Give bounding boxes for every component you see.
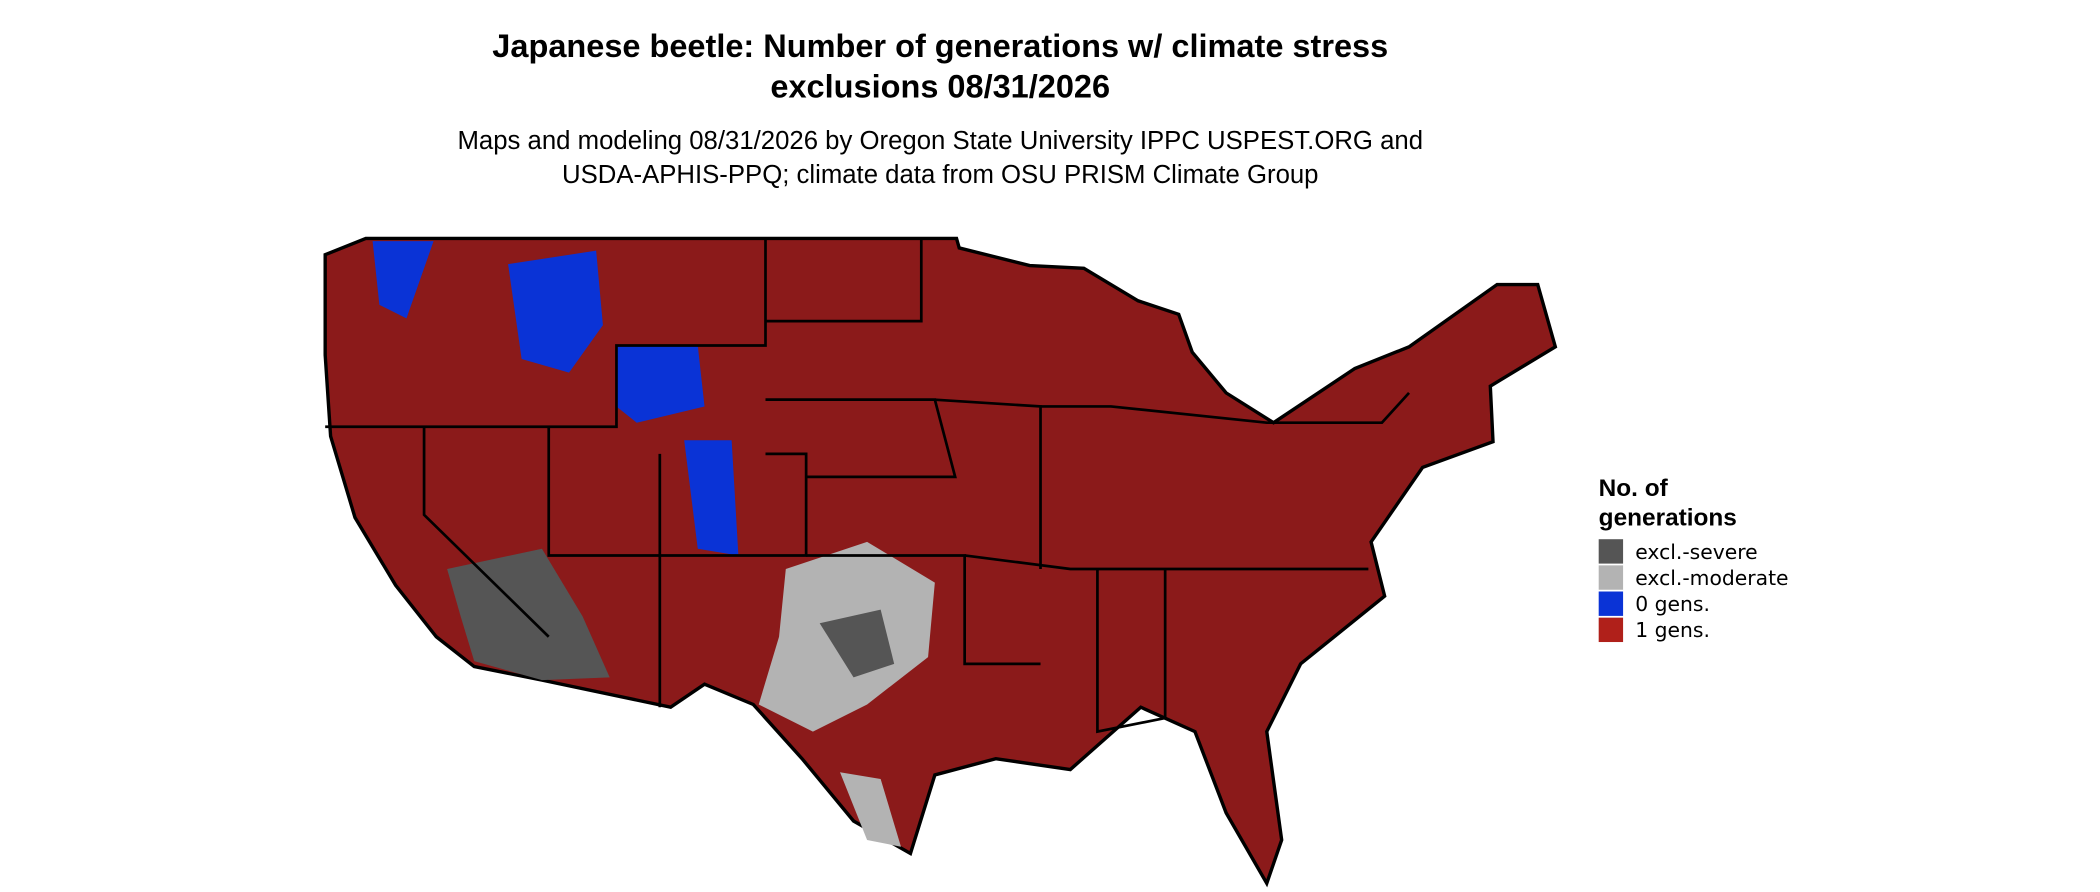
state-border bbox=[422, 426, 550, 638]
legend: No. of generations excl.-severeexcl.-mod… bbox=[1598, 475, 1789, 643]
excl-severe-region bbox=[819, 609, 895, 678]
legend-swatch bbox=[1598, 591, 1624, 616]
state-border bbox=[765, 239, 923, 323]
state-border bbox=[806, 554, 1041, 666]
subtitle: USDA-APHIS-PPQ; climate data from OSU PR… bbox=[562, 161, 1319, 189]
title: Japanese beetle: Number of generations w… bbox=[492, 28, 1388, 64]
state-border bbox=[1040, 391, 1411, 425]
us-map bbox=[323, 236, 1558, 888]
legend-swatch bbox=[1598, 565, 1624, 590]
zero-gens-region bbox=[372, 241, 434, 319]
legend-title: No. of bbox=[1599, 475, 1669, 502]
legend-label: excl.-moderate bbox=[1635, 566, 1788, 590]
excl-severe-region bbox=[447, 548, 610, 681]
legend-swatch bbox=[1598, 539, 1624, 564]
state-border bbox=[765, 398, 957, 479]
zero-gens-region bbox=[684, 440, 739, 556]
state-border bbox=[1096, 569, 1167, 734]
legend-label: excl.-severe bbox=[1635, 540, 1757, 564]
title: exclusions 08/31/2026 bbox=[770, 69, 1110, 105]
legend-title: generations bbox=[1599, 505, 1737, 532]
state-border bbox=[934, 398, 1042, 570]
state-border bbox=[964, 554, 1369, 571]
legend-label: 1 gens. bbox=[1635, 618, 1710, 642]
subtitle: Maps and modeling 08/31/2026 by Oregon S… bbox=[457, 127, 1423, 155]
zero-gens-region bbox=[616, 345, 705, 423]
legend-label: 0 gens. bbox=[1635, 592, 1710, 616]
legend-swatch bbox=[1598, 617, 1624, 643]
excl-moderate-region bbox=[840, 772, 901, 847]
state-border bbox=[325, 239, 767, 429]
zero-gens-region bbox=[508, 250, 603, 373]
